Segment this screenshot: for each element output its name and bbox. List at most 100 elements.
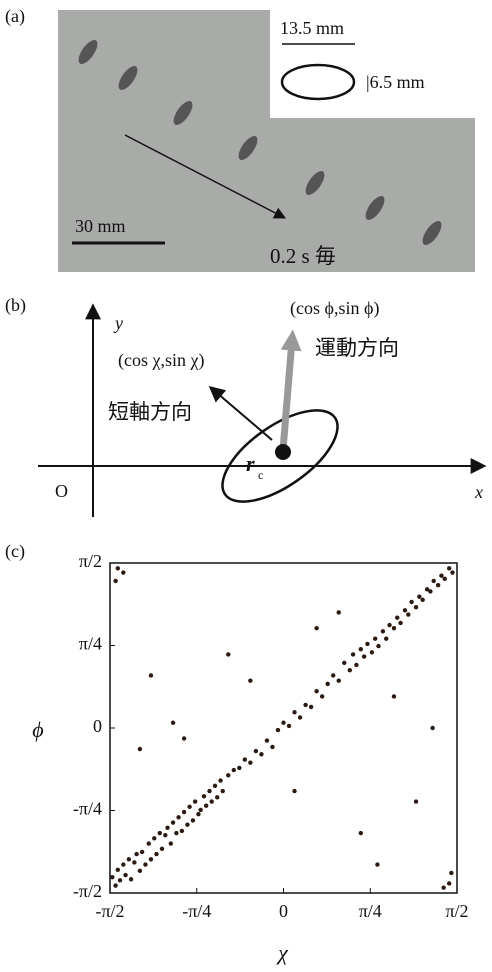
- minor-label: 短軸方向: [108, 400, 192, 424]
- panel-a: 30 mm 0.2 s 毎 13.5 mm |6.5 mm (a): [5, 6, 475, 272]
- point: [180, 829, 184, 833]
- point: [185, 822, 189, 826]
- point: [441, 885, 445, 889]
- panel-b: (b) y x O (cos ϕ,sin ϕ) 運動方向 (cos χ,sin …: [5, 295, 485, 519]
- origin-label: O: [55, 481, 68, 501]
- point: [365, 642, 369, 646]
- point: [134, 852, 138, 856]
- point: [154, 852, 158, 856]
- panel-label: (c): [5, 541, 25, 562]
- point: [432, 579, 436, 583]
- point: [129, 877, 133, 881]
- y-axis-title: ϕ: [32, 717, 43, 742]
- x-axis-title: χ: [276, 940, 289, 965]
- point: [430, 726, 434, 730]
- point: [176, 815, 180, 819]
- point: [337, 610, 341, 614]
- point: [163, 833, 167, 837]
- point: [218, 778, 222, 782]
- point: [158, 831, 162, 835]
- point: [449, 871, 453, 875]
- point: [207, 789, 211, 793]
- point: [226, 773, 230, 777]
- point: [121, 862, 125, 866]
- point: [140, 850, 144, 854]
- y-tick-label: π/2: [79, 551, 102, 571]
- point: [226, 652, 230, 656]
- point: [237, 766, 241, 770]
- point: [213, 784, 217, 788]
- point: [447, 881, 451, 885]
- point: [187, 805, 191, 809]
- point: [270, 745, 274, 749]
- point: [149, 857, 153, 861]
- point: [370, 650, 374, 654]
- point: [121, 570, 125, 574]
- point: [337, 679, 341, 683]
- width-label: |6.5 mm: [366, 72, 425, 92]
- figure: 30 mm 0.2 s 毎 13.5 mm |6.5 mm (a) (b) y …: [0, 0, 492, 972]
- point: [276, 728, 280, 732]
- point: [381, 629, 385, 633]
- minor-vector: (cos χ,sin χ): [118, 350, 204, 371]
- center-dot: [275, 444, 291, 460]
- point: [309, 705, 313, 709]
- x-tick-label: 0: [279, 901, 288, 921]
- point: [138, 747, 142, 751]
- point: [232, 768, 236, 772]
- point: [281, 721, 285, 725]
- point: [392, 694, 396, 698]
- point: [398, 621, 402, 625]
- point: [221, 789, 225, 793]
- x-tick-label: -π/4: [182, 901, 211, 921]
- point: [362, 654, 366, 658]
- point: [143, 862, 147, 866]
- point: [118, 878, 122, 882]
- point: [152, 836, 156, 840]
- point: [113, 883, 117, 887]
- point: [373, 637, 377, 641]
- center-label: r: [246, 451, 255, 476]
- point: [265, 738, 269, 742]
- point: [375, 862, 379, 866]
- point: [171, 721, 175, 725]
- point: [191, 818, 195, 822]
- point: [165, 826, 169, 830]
- center-subscript: c: [258, 468, 263, 482]
- panel-label: (a): [5, 6, 25, 27]
- point: [198, 808, 202, 812]
- point: [259, 752, 263, 756]
- point: [314, 626, 318, 630]
- motion-label: 運動方向: [315, 336, 399, 360]
- y-tick-label: -π/4: [73, 799, 102, 819]
- point: [359, 831, 363, 835]
- point: [428, 589, 432, 593]
- point: [116, 868, 120, 872]
- point: [414, 605, 418, 609]
- point: [116, 566, 120, 570]
- point: [403, 608, 407, 612]
- point: [254, 749, 258, 753]
- motion-vector: (cos ϕ,sin ϕ): [290, 298, 379, 319]
- scale-label: 30 mm: [75, 216, 126, 236]
- length-label: 13.5 mm: [280, 18, 344, 38]
- point: [303, 703, 307, 707]
- point: [113, 579, 117, 583]
- point: [182, 810, 186, 814]
- point: [132, 860, 136, 864]
- point: [193, 799, 197, 803]
- x-tick-label: π/2: [445, 901, 468, 921]
- point: [420, 598, 424, 602]
- point: [215, 795, 219, 799]
- y-tick-label: π/4: [79, 634, 102, 654]
- point: [248, 679, 252, 683]
- point: [348, 668, 352, 672]
- point: [210, 799, 214, 803]
- motion-arrow: [283, 340, 292, 450]
- point: [149, 673, 153, 677]
- point: [110, 875, 114, 879]
- point: [127, 857, 131, 861]
- point: [314, 689, 318, 693]
- point: [359, 647, 363, 651]
